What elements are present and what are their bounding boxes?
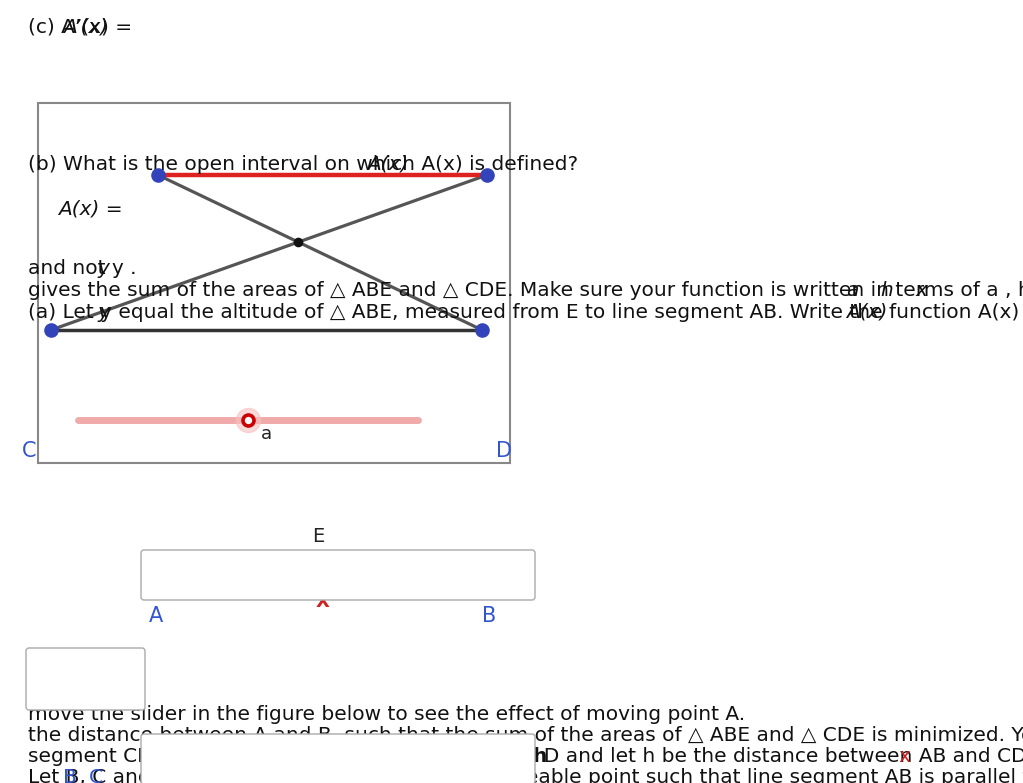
- Text: h: h: [881, 281, 893, 300]
- Text: B: B: [482, 606, 496, 626]
- Point: [239, 413, 256, 426]
- Text: A’(x): A’(x): [62, 17, 107, 37]
- Bar: [38, 103, 510, 463]
- Text: h: h: [533, 747, 547, 766]
- Text: A(x): A(x): [367, 155, 408, 174]
- Text: (b) What is the open interval on which A(x) is defined?: (b) What is the open interval on which A…: [28, 155, 578, 174]
- Text: the distance between A and B, such that the sum of the areas of △ ABE and △ CDE : the distance between A and B, such that …: [28, 726, 1023, 745]
- FancyBboxPatch shape: [141, 550, 535, 600]
- Text: X: X: [315, 593, 329, 611]
- Text: D: D: [141, 768, 157, 783]
- Point: [474, 323, 490, 336]
- Point: [479, 168, 495, 181]
- Text: y: y: [97, 303, 109, 322]
- Text: A(x) =: A(x) =: [58, 200, 123, 218]
- Point: [43, 323, 59, 336]
- Text: x: x: [916, 281, 927, 300]
- Point: [239, 413, 256, 426]
- Text: y: y: [97, 259, 109, 278]
- Text: B: B: [62, 768, 77, 783]
- Text: and not y .: and not y .: [28, 259, 136, 278]
- Text: (a) Let y equal the altitude of △ ABE, measured from E to line segment AB. Write: (a) Let y equal the altitude of △ ABE, m…: [28, 303, 1023, 322]
- Text: A: A: [149, 606, 163, 626]
- Text: Let B, C and D be fixed points and let A be a moveable point such that line segm: Let B, C and D be fixed points and let A…: [28, 768, 1023, 783]
- FancyBboxPatch shape: [26, 648, 145, 710]
- Text: move the slider in the figure below to see the effect of moving point A.: move the slider in the figure below to s…: [28, 705, 745, 724]
- Text: a: a: [846, 281, 858, 300]
- Text: D: D: [496, 441, 512, 461]
- Text: E: E: [312, 528, 324, 547]
- Text: gives the sum of the areas of △ ABE and △ CDE. Make sure your function is writte: gives the sum of the areas of △ ABE and …: [28, 281, 1023, 300]
- Text: A(x): A(x): [846, 303, 887, 322]
- Text: C: C: [89, 768, 103, 783]
- Text: x: x: [898, 747, 909, 766]
- Text: A: A: [367, 768, 381, 783]
- Point: [149, 168, 166, 181]
- Text: segment CD. Let a be the distance between C and D and let h be the distance betw: segment CD. Let a be the distance betwee…: [28, 747, 1023, 766]
- Point: [239, 413, 256, 426]
- Text: C: C: [21, 441, 36, 461]
- Text: a: a: [261, 425, 272, 443]
- FancyBboxPatch shape: [141, 734, 535, 783]
- Text: (c) A’(x) =: (c) A’(x) =: [28, 17, 132, 37]
- Point: [291, 236, 307, 248]
